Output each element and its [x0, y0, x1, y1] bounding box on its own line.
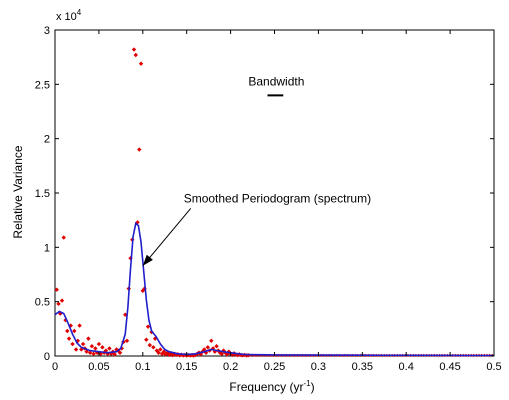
y-axis-multiplier: x 104 — [56, 8, 82, 23]
y-tick-label: 2.5 — [35, 79, 50, 91]
periodogram-point — [80, 341, 86, 347]
periodogram-point — [248, 353, 252, 357]
periodogram-point — [161, 349, 167, 354]
x-axis-ticks: 0 0.05 0.1 0.15 0.2 0.25 0.3 0.35 0.4 0.45 0.5 — [52, 30, 502, 373]
annotation-arrow-shaft — [142, 208, 192, 267]
x-tick-label: 0.5 — [486, 361, 501, 373]
periodogram-point — [145, 324, 151, 329]
periodogram-point — [56, 301, 61, 307]
x-tick-label: 0 — [52, 361, 58, 373]
x-axis-label: Frequency (yr-1) — [229, 379, 314, 394]
annotation-arrow — [142, 208, 192, 267]
y-tick-label: 2 — [44, 134, 50, 146]
smoothed-spectrum-line — [54, 221, 495, 357]
smoothed-line-path — [54, 221, 495, 357]
y-axis-ticks: 0 0.5 1 1.5 2 2.5 3 — [35, 25, 494, 363]
periodogram-point — [156, 350, 161, 355]
periodogram-point — [144, 337, 149, 342]
x-tick-label: 0.2 — [223, 361, 238, 373]
periodogram-point — [89, 344, 95, 349]
periodogram-point — [147, 342, 153, 348]
x-tick-label: 0.4 — [399, 361, 414, 373]
periodogram-point — [137, 147, 142, 152]
y-tick-label: 0.5 — [35, 297, 50, 309]
periodogram-point — [117, 350, 123, 355]
annotation-arrow-head — [142, 254, 153, 266]
periodogram-point — [151, 345, 156, 350]
x-tick-label: 0.1 — [135, 361, 150, 373]
periodogram-point — [107, 346, 112, 351]
y-tick-label: 3 — [44, 25, 50, 37]
periodogram-point — [123, 312, 128, 317]
x-tick-label: 0.15 — [176, 361, 197, 373]
periodogram-point — [70, 341, 75, 347]
periodogram-point — [209, 338, 214, 343]
x-tick-label: 0.3 — [311, 361, 326, 373]
periodogram-point — [214, 344, 219, 349]
periodogram-point — [61, 235, 66, 240]
periodogram-point — [158, 347, 163, 352]
periodogram-point — [68, 323, 74, 328]
periodogram-point — [191, 353, 196, 358]
y-tick-label: 0 — [44, 351, 50, 363]
periodogram-point — [138, 61, 144, 66]
periodogram-point — [205, 345, 210, 350]
periodogram-point — [59, 298, 65, 303]
y-tick-label: 1.5 — [35, 188, 50, 200]
x-tick-label: 0.25 — [264, 361, 285, 373]
periodogram-point — [73, 347, 79, 352]
periodogram-point — [77, 323, 82, 328]
periodogram-point — [224, 352, 230, 357]
periodogram-point — [93, 346, 98, 351]
x-tick-label: 0.05 — [88, 361, 109, 373]
periodogram-point — [133, 52, 138, 58]
periodogram-point — [124, 338, 130, 343]
y-axis-label: Relative Variance — [11, 145, 25, 238]
periodogram-point — [96, 341, 102, 347]
periodogram-point — [100, 345, 105, 350]
periodogram-point — [75, 338, 81, 343]
periodogram-point — [131, 47, 137, 52]
periodogram-point — [87, 350, 93, 355]
periodogram-point — [112, 352, 117, 357]
periodogram-point — [54, 287, 59, 292]
x-tick-label: 0.35 — [352, 361, 373, 373]
periodogram-point — [219, 351, 225, 357]
periodogram-point — [91, 351, 96, 357]
periodogram-point — [65, 328, 70, 334]
bandwidth-label: Bandwidth — [248, 74, 304, 88]
periodogram-point — [79, 347, 84, 352]
annotation-text: Smoothed Periodogram (spectrum) — [184, 191, 371, 205]
periodogram-point — [72, 328, 77, 334]
periodogram-point — [66, 336, 72, 341]
y-tick-label: 1 — [44, 242, 50, 254]
x-tick-label: 0.45 — [439, 361, 460, 373]
periodogram-point — [86, 336, 91, 341]
